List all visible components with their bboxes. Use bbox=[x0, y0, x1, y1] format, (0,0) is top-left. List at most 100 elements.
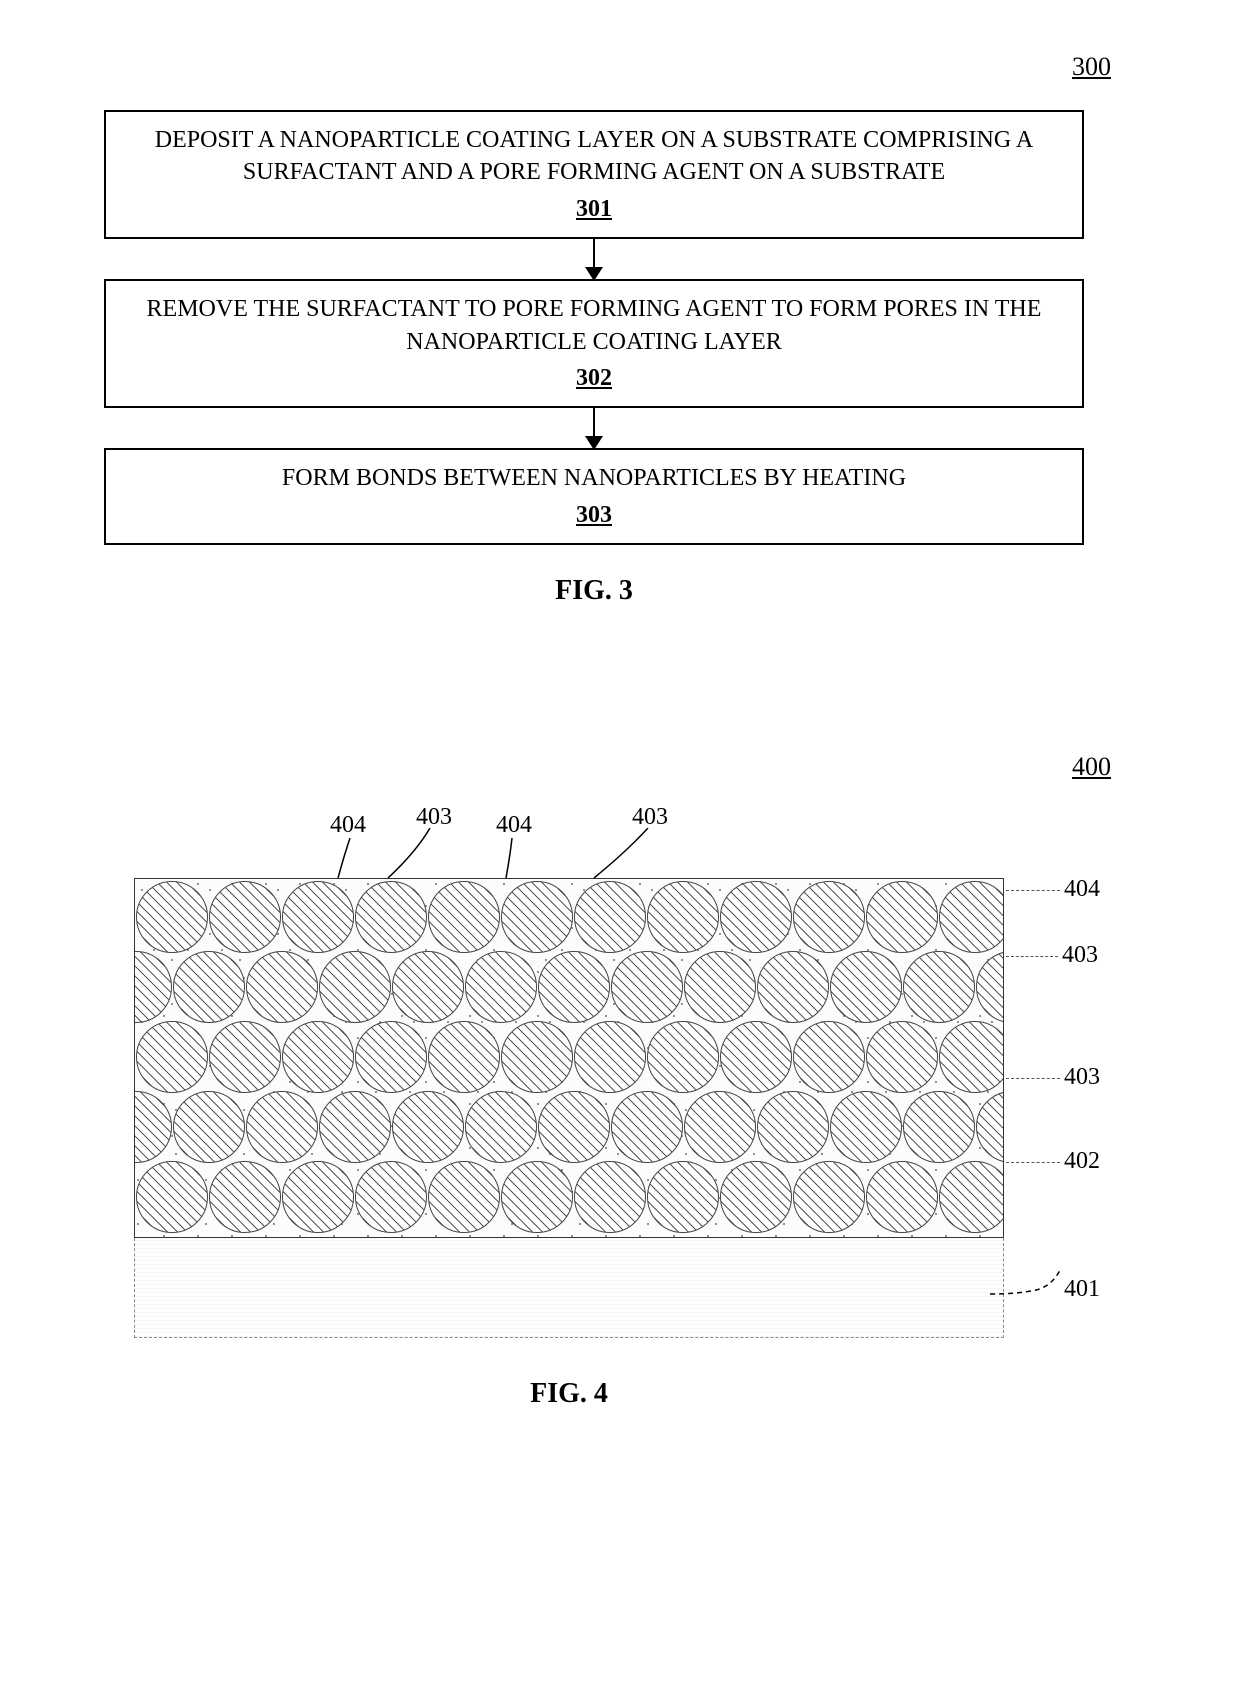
coating-layer bbox=[134, 878, 1004, 1238]
leader-line-icon bbox=[504, 838, 532, 880]
leader-line-icon bbox=[592, 828, 652, 880]
nanoparticle-icon bbox=[173, 1091, 245, 1163]
nanoparticle-icon bbox=[574, 881, 646, 953]
nanoparticle-icon bbox=[136, 1021, 208, 1093]
nanoparticle-icon bbox=[647, 1021, 719, 1093]
step-text: REMOVE THE SURFACTANT TO PORE FORMING AG… bbox=[134, 293, 1054, 358]
nanoparticle-icon bbox=[319, 951, 391, 1023]
fig3-flowchart: DEPOSIT A NANOPARTICLE COATING LAYER ON … bbox=[104, 110, 1084, 607]
fig4-diagram: FIG. 4 bbox=[134, 878, 1004, 1410]
nanoparticle-icon bbox=[246, 1091, 318, 1163]
callout-label: 403 bbox=[1064, 1064, 1100, 1091]
nanoparticle-icon bbox=[684, 951, 756, 1023]
nanoparticle-icon bbox=[866, 1021, 938, 1093]
arrow-icon bbox=[593, 408, 595, 448]
nanoparticle-icon bbox=[793, 1161, 865, 1233]
nanoparticle-row bbox=[134, 949, 967, 1027]
nanoparticle-icon bbox=[134, 951, 172, 1023]
nanoparticle-icon bbox=[501, 1161, 573, 1233]
fig4-top-labels: 404 403 404 403 bbox=[134, 812, 1004, 878]
leader-line-icon bbox=[1006, 1162, 1060, 1163]
callout-label: 404 bbox=[1064, 876, 1100, 903]
fig3-caption: FIG. 3 bbox=[104, 575, 1084, 607]
fig3-ref: 300 bbox=[1072, 52, 1111, 82]
nanoparticle-icon bbox=[611, 1091, 683, 1163]
nanoparticle-icon bbox=[903, 951, 975, 1023]
nanoparticle-icon bbox=[209, 1161, 281, 1233]
nanoparticle-icon bbox=[866, 1161, 938, 1233]
flowchart-step-302: REMOVE THE SURFACTANT TO PORE FORMING AG… bbox=[104, 279, 1084, 408]
fig4-ref: 400 bbox=[1072, 752, 1111, 782]
step-text: FORM BONDS BETWEEN NANOPARTICLES BY HEAT… bbox=[134, 462, 1054, 494]
nanoparticle-icon bbox=[866, 881, 938, 953]
callout-label: 401 bbox=[1064, 1276, 1100, 1303]
nanoparticle-icon bbox=[134, 1091, 172, 1163]
nanoparticle-icon bbox=[501, 1021, 573, 1093]
step-text: DEPOSIT A NANOPARTICLE COATING LAYER ON … bbox=[134, 124, 1054, 189]
nanoparticle-icon bbox=[939, 1021, 1005, 1093]
step-ref: 302 bbox=[576, 362, 612, 394]
leader-line-icon bbox=[1006, 1078, 1060, 1079]
nanoparticle-icon bbox=[574, 1161, 646, 1233]
nanoparticle-icon bbox=[209, 1021, 281, 1093]
nanoparticle-icon bbox=[209, 881, 281, 953]
nanoparticle-icon bbox=[538, 951, 610, 1023]
nanoparticle-icon bbox=[793, 1021, 865, 1093]
nanoparticle-row bbox=[134, 1089, 967, 1167]
nanoparticle-row bbox=[135, 1019, 1003, 1097]
nanoparticle-icon bbox=[757, 1091, 829, 1163]
nanoparticle-icon bbox=[793, 881, 865, 953]
callout-label: 403 bbox=[1062, 942, 1098, 969]
leader-line-icon bbox=[386, 828, 432, 880]
nanoparticle-icon bbox=[720, 1021, 792, 1093]
nanoparticle-icon bbox=[501, 881, 573, 953]
step-ref: 301 bbox=[576, 193, 612, 225]
nanoparticle-icon bbox=[392, 1091, 464, 1163]
nanoparticle-icon bbox=[720, 1161, 792, 1233]
nanoparticle-icon bbox=[428, 1021, 500, 1093]
nanoparticle-icon bbox=[976, 1091, 1005, 1163]
nanoparticle-icon bbox=[465, 951, 537, 1023]
nanoparticle-row bbox=[135, 879, 1003, 957]
nanoparticle-icon bbox=[720, 881, 792, 953]
substrate-layer bbox=[134, 1238, 1004, 1338]
nanoparticle-icon bbox=[465, 1091, 537, 1163]
fig4-caption: FIG. 4 bbox=[134, 1378, 1004, 1410]
nanoparticle-icon bbox=[282, 1021, 354, 1093]
flowchart-step-303: FORM BONDS BETWEEN NANOPARTICLES BY HEAT… bbox=[104, 448, 1084, 545]
nanoparticle-icon bbox=[428, 1161, 500, 1233]
nanoparticle-icon bbox=[173, 951, 245, 1023]
nanoparticle-icon bbox=[282, 881, 354, 953]
callout-label: 403 bbox=[632, 804, 668, 831]
nanoparticle-icon bbox=[647, 881, 719, 953]
nanoparticle-icon bbox=[392, 951, 464, 1023]
nanoparticle-icon bbox=[976, 951, 1005, 1023]
nanoparticle-icon bbox=[830, 951, 902, 1023]
nanoparticle-icon bbox=[611, 951, 683, 1023]
callout-label: 404 bbox=[330, 812, 366, 839]
leader-line-icon bbox=[1006, 890, 1060, 891]
nanoparticle-icon bbox=[428, 881, 500, 953]
nanoparticle-icon bbox=[538, 1091, 610, 1163]
leader-line-icon bbox=[334, 838, 364, 880]
nanoparticle-icon bbox=[684, 1091, 756, 1163]
nanoparticle-icon bbox=[574, 1021, 646, 1093]
leader-curve-icon bbox=[990, 1268, 1062, 1298]
nanoparticle-icon bbox=[903, 1091, 975, 1163]
arrow-icon bbox=[593, 239, 595, 279]
leader-line-icon bbox=[1006, 956, 1058, 957]
nanoparticle-icon bbox=[647, 1161, 719, 1233]
nanoparticle-icon bbox=[355, 1021, 427, 1093]
nanoparticle-icon bbox=[757, 951, 829, 1023]
nanoparticle-icon bbox=[136, 1161, 208, 1233]
nanoparticle-icon bbox=[830, 1091, 902, 1163]
step-ref: 303 bbox=[576, 499, 612, 531]
callout-label: 404 bbox=[496, 812, 532, 839]
nanoparticle-icon bbox=[355, 1161, 427, 1233]
flowchart-step-301: DEPOSIT A NANOPARTICLE COATING LAYER ON … bbox=[104, 110, 1084, 239]
nanoparticle-icon bbox=[282, 1161, 354, 1233]
nanoparticle-icon bbox=[939, 881, 1005, 953]
nanoparticle-icon bbox=[246, 951, 318, 1023]
nanoparticle-icon bbox=[136, 881, 208, 953]
callout-label: 403 bbox=[416, 804, 452, 831]
